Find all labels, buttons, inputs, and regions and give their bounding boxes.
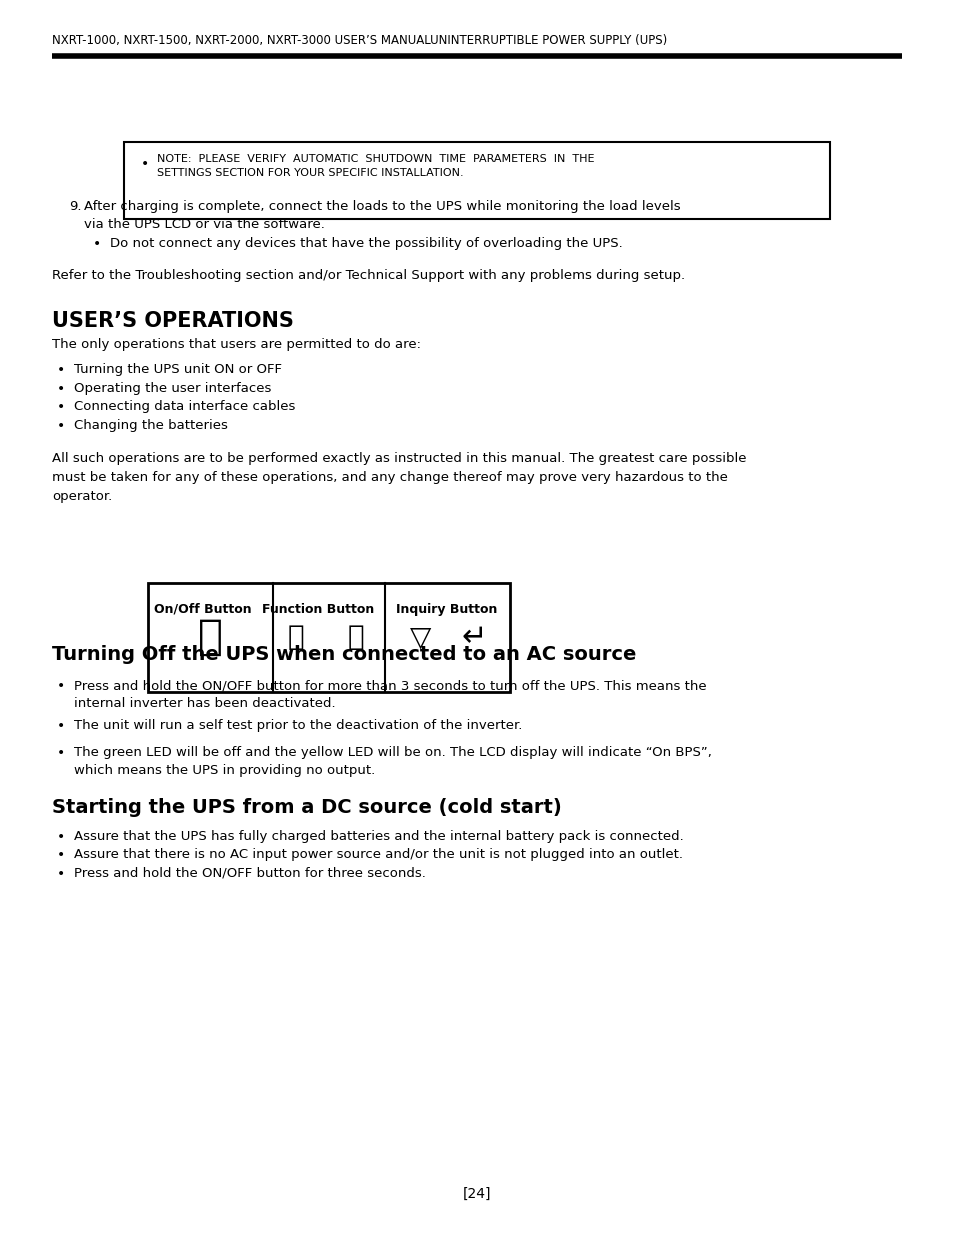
Text: NOTE:  PLEASE  VERIFY  AUTOMATIC  SHUTDOWN  TIME  PARAMETERS  IN  THE
SETTINGS S: NOTE: PLEASE VERIFY AUTOMATIC SHUTDOWN T… <box>157 154 595 178</box>
Text: Turning Off the UPS when connected to an AC source: Turning Off the UPS when connected to an… <box>52 645 637 663</box>
Text: The unit will run a self test prior to the deactivation of the inverter.: The unit will run a self test prior to t… <box>74 719 522 732</box>
Text: 📋: 📋 <box>287 624 304 651</box>
Text: ⏸: ⏸ <box>347 624 364 651</box>
Text: •: • <box>57 746 66 760</box>
Text: [24]: [24] <box>462 1187 491 1200</box>
Bar <box>124 142 829 219</box>
Text: 9.: 9. <box>69 200 81 214</box>
Text: ▽: ▽ <box>410 624 431 651</box>
Text: Refer to the Troubleshooting section and/or Technical Support with any problems : Refer to the Troubleshooting section and… <box>52 269 685 283</box>
Text: •: • <box>57 400 66 414</box>
Text: Assure that there is no AC input power source and/or the unit is not plugged int: Assure that there is no AC input power s… <box>74 848 682 862</box>
Text: On/Off Button: On/Off Button <box>154 603 252 616</box>
Text: All such operations are to be performed exactly as instructed in this manual. Th: All such operations are to be performed … <box>52 452 746 503</box>
Text: Operating the user interfaces: Operating the user interfaces <box>74 382 272 395</box>
Bar <box>148 583 510 692</box>
Text: USER’S OPERATIONS: USER’S OPERATIONS <box>52 311 294 331</box>
Text: •: • <box>57 419 66 432</box>
Text: ↵: ↵ <box>461 622 487 652</box>
Text: Press and hold the ON/OFF button for three seconds.: Press and hold the ON/OFF button for thr… <box>74 867 426 881</box>
Text: Connecting data interface cables: Connecting data interface cables <box>74 400 295 414</box>
Text: NXRT-1000, NXRT-1500, NXRT-2000, NXRT-3000 USER’S MANUALUNINTERRUPTIBLE POWER SU: NXRT-1000, NXRT-1500, NXRT-2000, NXRT-30… <box>52 33 667 47</box>
Text: •: • <box>57 719 66 732</box>
Text: Press and hold the ON/OFF button for more than 3 seconds to turn off the UPS. Th: Press and hold the ON/OFF button for mor… <box>74 679 706 710</box>
Text: Starting the UPS from a DC source (cold start): Starting the UPS from a DC source (cold … <box>52 798 561 816</box>
Text: •: • <box>57 363 66 377</box>
Text: The green LED will be off and the yellow LED will be on. The LCD display will in: The green LED will be off and the yellow… <box>74 746 712 777</box>
Text: Inquiry Button: Inquiry Button <box>395 603 497 616</box>
Text: •: • <box>57 830 66 844</box>
Text: •: • <box>92 237 101 251</box>
Text: Turning the UPS unit ON or OFF: Turning the UPS unit ON or OFF <box>74 363 282 377</box>
Text: The only operations that users are permitted to do are:: The only operations that users are permi… <box>52 338 421 352</box>
Text: •: • <box>57 848 66 862</box>
Text: •: • <box>57 867 66 881</box>
Text: •: • <box>57 382 66 395</box>
Text: Do not connect any devices that have the possibility of overloading the UPS.: Do not connect any devices that have the… <box>110 237 621 251</box>
Text: Function Button: Function Button <box>261 603 374 616</box>
Text: After charging is complete, connect the loads to the UPS while monitoring the lo: After charging is complete, connect the … <box>84 200 679 231</box>
Text: •: • <box>141 157 150 170</box>
Text: Assure that the UPS has fully charged batteries and the internal battery pack is: Assure that the UPS has fully charged ba… <box>74 830 683 844</box>
Text: ⏻: ⏻ <box>198 616 223 658</box>
Text: Changing the batteries: Changing the batteries <box>74 419 228 432</box>
Text: •: • <box>57 679 66 693</box>
